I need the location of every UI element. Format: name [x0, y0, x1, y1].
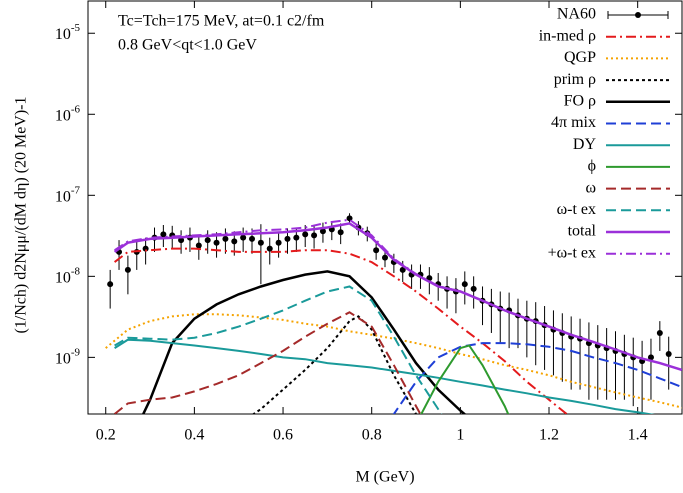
y-tick-label: 10-8	[55, 265, 81, 286]
plot-frame	[87, 0, 683, 415]
series-line	[114, 338, 655, 414]
data-point	[382, 254, 388, 261]
data-point	[213, 239, 220, 246]
legend-label: total	[568, 223, 597, 240]
series-line	[113, 311, 422, 414]
data-point	[231, 238, 238, 245]
series-line	[113, 247, 569, 414]
data-point	[647, 354, 654, 361]
x-tick-label: 0.2	[96, 427, 116, 444]
y-tick-label: 10-5	[55, 22, 81, 43]
x-tick-label: 0.6	[273, 427, 293, 444]
y-tick-label: 10-7	[55, 184, 81, 205]
y-tick-label: 10-9	[55, 346, 81, 367]
data-point	[160, 231, 167, 238]
data-point	[178, 237, 185, 244]
data-point	[222, 235, 229, 242]
legend-label: +ω-t ex	[548, 244, 596, 261]
data-point	[399, 266, 406, 273]
x-tick-label: 1	[456, 427, 464, 444]
legend-label: 4π mix	[551, 114, 596, 131]
data-point	[257, 239, 264, 246]
series-line	[141, 270, 467, 414]
series-line	[114, 218, 461, 293]
legend-label: prim ρ	[554, 71, 596, 88]
legend-label: QGP	[564, 49, 596, 66]
legend-label: NA60	[557, 6, 596, 23]
data-point	[293, 234, 300, 241]
data-point	[275, 239, 282, 246]
series-line	[420, 344, 510, 414]
legend-label: in-med ρ	[539, 27, 596, 44]
annotation: 0.8 GeV<qt<1.0 GeV	[118, 37, 257, 54]
data-point	[195, 242, 202, 249]
data-point	[665, 351, 672, 358]
series-line	[105, 313, 682, 409]
series-line	[251, 315, 418, 414]
x-tick-label: 1.2	[539, 427, 559, 444]
data-point	[124, 266, 131, 273]
legend-label: ω	[585, 179, 596, 196]
data-point	[373, 247, 380, 254]
data-point	[249, 235, 256, 242]
data-point	[470, 285, 477, 292]
legend-swatch	[635, 12, 641, 18]
series-line	[114, 285, 443, 414]
data-point	[240, 234, 247, 241]
legend-label: ω-t ex	[557, 201, 596, 218]
annotation: Tc=Tch=175 MeV, at=0.1 c2/fm	[118, 13, 325, 30]
y-axis-label: (1/Nch) d2Nμμ/(dM dη) (20 MeV)-1	[13, 96, 30, 333]
data-point	[337, 229, 344, 236]
data-point	[142, 245, 149, 252]
x-axis-label: M (GeV)	[355, 469, 414, 486]
series-line	[113, 222, 682, 372]
data-point	[319, 228, 326, 235]
data-point	[656, 329, 663, 336]
data-point	[284, 235, 291, 242]
x-tick-label: 0.4	[184, 427, 204, 444]
legend-label: FO ρ	[564, 92, 596, 109]
x-tick-label: 1.4	[628, 427, 648, 444]
x-tick-label: 0.8	[362, 427, 382, 444]
data-point	[107, 281, 114, 288]
data-point	[461, 281, 468, 288]
legend-label: DY	[573, 136, 597, 153]
plot-area	[105, 213, 682, 414]
data-point	[266, 245, 273, 252]
data-point	[204, 237, 211, 244]
data-point	[302, 231, 309, 238]
series-line	[392, 342, 682, 414]
legend-label: ϕ	[588, 158, 596, 175]
y-tick-label: 10-6	[55, 103, 81, 124]
data-point	[311, 232, 318, 239]
